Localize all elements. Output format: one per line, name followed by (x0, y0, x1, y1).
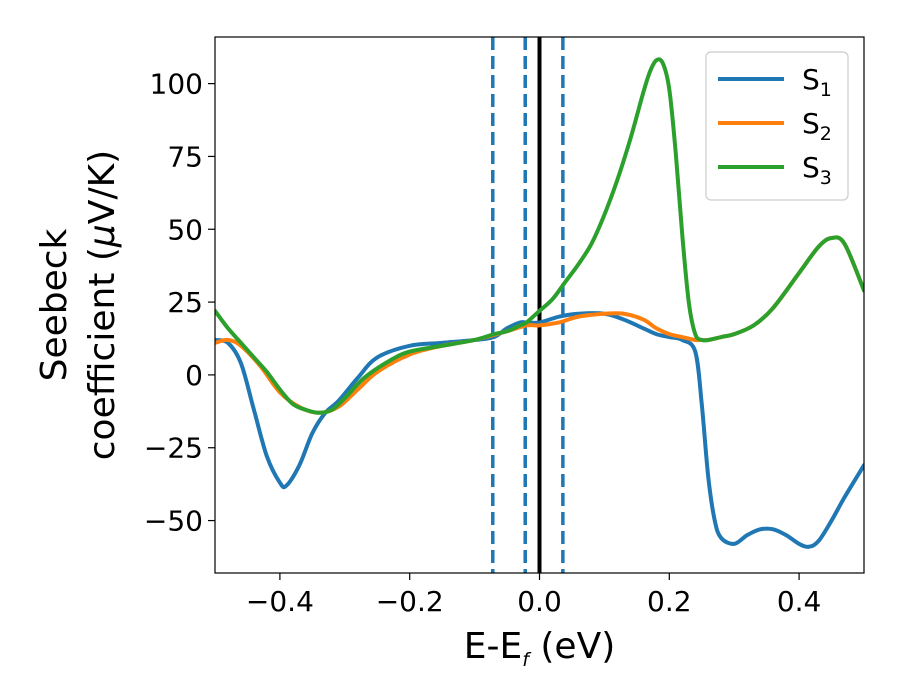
axis-ticks: −0.4 −0.2 0.0 0.2 0.4 −50 −25 0 25 50 75 100 (144, 68, 821, 618)
x-tick-label: 0.4 (777, 585, 822, 618)
y-tick-label: −50 (144, 505, 203, 538)
x-tick-label: −0.4 (246, 585, 314, 618)
legend-label-1: S1 (802, 63, 832, 101)
legend-label-2: S2 (802, 107, 832, 145)
legend-label-main: S (802, 63, 820, 96)
legend-label-3: S3 (802, 151, 832, 189)
y-axis-label-line1: Seebeck (34, 228, 75, 381)
x-tick-label: 0.0 (517, 585, 562, 618)
legend-label-main: S (802, 151, 820, 184)
data-series (215, 57, 864, 549)
legend-label-sub: 2 (820, 123, 832, 145)
x-tick-label: −0.2 (376, 585, 444, 618)
y-tick-label: 0 (185, 359, 203, 392)
reference-lines (491, 37, 565, 573)
legend-label-sub: 3 (820, 167, 832, 189)
x-axis-label-unit: (eV) (529, 626, 615, 667)
y-tick-label: 100 (150, 68, 203, 101)
y-axis-label: Seebeck coefficient (μV/K) (34, 150, 123, 460)
series-line-3 (215, 57, 864, 415)
y-axis-label-text: coefficient ( (82, 247, 123, 460)
y-tick-label: 75 (167, 140, 203, 173)
x-axis-label: E-Ef (eV) (464, 626, 616, 671)
y-axis-label-line2: coefficient (μV/K) (82, 150, 123, 460)
series-line-1 (215, 311, 864, 549)
legend-label-sub: 1 (820, 79, 832, 101)
legend-label-main: S (802, 107, 820, 140)
y-tick-label: 25 (167, 286, 203, 319)
x-tick-label: 0.2 (647, 585, 692, 618)
x-axis-label-sub: f (522, 649, 532, 671)
y-axis-label-mu: μ (82, 224, 123, 248)
x-axis-label-main: E-E (464, 626, 522, 667)
y-tick-label: 50 (167, 213, 203, 246)
y-axis-label-unit: V/K) (82, 150, 123, 224)
y-tick-label: −25 (144, 432, 203, 465)
legend-box (705, 51, 849, 201)
